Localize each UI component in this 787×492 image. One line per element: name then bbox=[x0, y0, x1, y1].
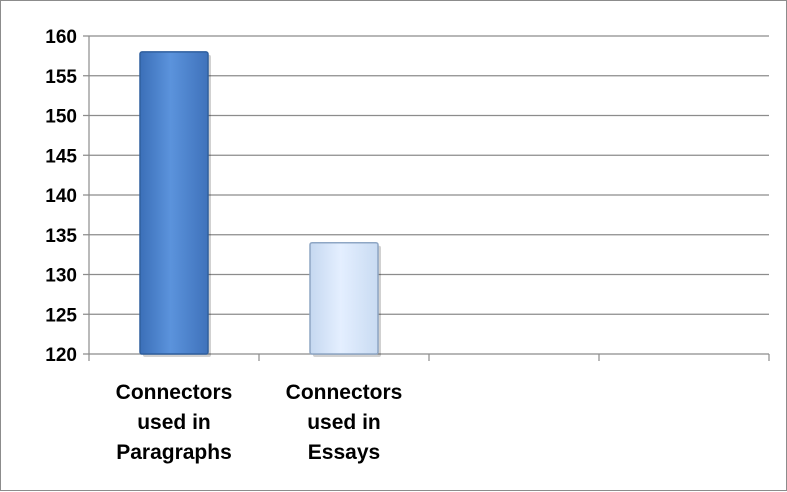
y-tick-label: 160 bbox=[45, 27, 77, 48]
category-label-line: Essays bbox=[308, 441, 380, 464]
category-labels: Connectors used in Paragraphs Connectors use… bbox=[116, 381, 403, 464]
category-label-line: used in bbox=[307, 411, 381, 434]
y-tick-label: 150 bbox=[45, 107, 77, 128]
category-label-line: Connectors bbox=[286, 381, 403, 404]
y-tick-label: 120 bbox=[45, 345, 77, 366]
category-label: Connectors used in Essays bbox=[286, 381, 403, 464]
axes bbox=[88, 36, 770, 361]
category-label-line: Paragraphs bbox=[116, 441, 232, 464]
y-tick-label: 135 bbox=[45, 226, 77, 247]
y-tick-label: 130 bbox=[45, 266, 77, 287]
y-tick-label: 140 bbox=[45, 186, 77, 207]
bar-1 bbox=[309, 241, 379, 355]
y-tick-label: 155 bbox=[45, 67, 77, 88]
y-tick-label: 145 bbox=[45, 146, 77, 167]
y-tick-label: 125 bbox=[45, 305, 77, 326]
category-label: Connectors used in Paragraphs bbox=[116, 381, 233, 464]
category-label-line: Connectors bbox=[116, 381, 233, 404]
category-label-line: used in bbox=[137, 411, 211, 434]
y-tick-labels: 120 125 130 135 140 145 150 155 160 bbox=[45, 27, 77, 366]
bars bbox=[139, 51, 381, 358]
bar-0 bbox=[139, 51, 209, 355]
